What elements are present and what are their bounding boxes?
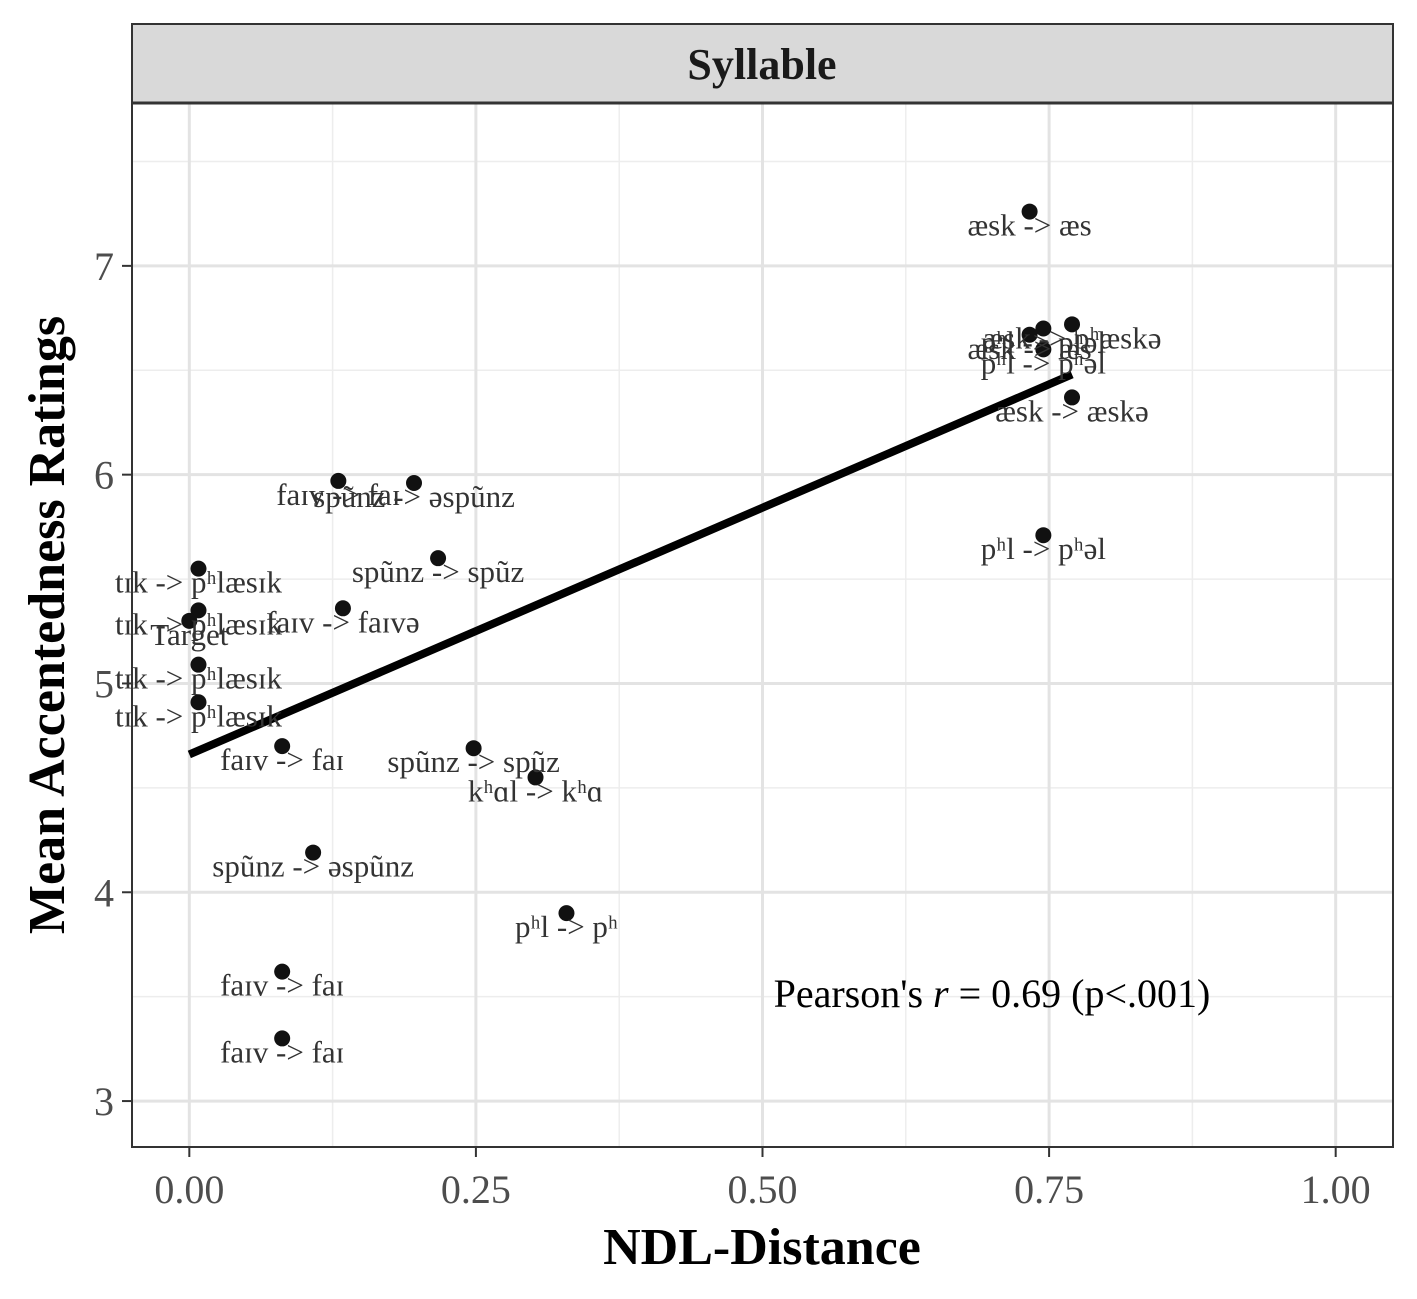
point-label: pʰl -> pʰ — [515, 909, 618, 944]
point-label: æsk -> æskə — [995, 393, 1149, 428]
x-axis-ticks: 0.00 0.25 0.50 0.75 1.00 — [154, 1147, 1371, 1212]
point-label: spũnz -> spũz — [352, 554, 524, 589]
point-label: pʰl -> pʰəl — [981, 325, 1106, 360]
point-label: faɪv -> faɪ — [220, 742, 344, 777]
x-tick-label: 1.00 — [1301, 1167, 1371, 1212]
regression-line-layer — [187, 370, 1074, 759]
data-point — [430, 550, 447, 567]
data-point — [330, 472, 347, 489]
x-tick-label: 0.25 — [441, 1167, 511, 1212]
y-tick-label: 4 — [94, 870, 114, 915]
x-tick-label: 0.50 — [728, 1167, 798, 1212]
facet-title: Syllable — [687, 40, 836, 89]
data-point — [1035, 527, 1052, 544]
point-label: Target — [150, 617, 229, 652]
y-tick-label: 3 — [94, 1079, 114, 1124]
data-point — [527, 769, 544, 786]
point-label: faɪv -> faɪ — [220, 1034, 344, 1069]
point-label: pʰl -> pʰəl — [981, 531, 1106, 566]
data-point — [1035, 320, 1052, 337]
data-point — [1021, 326, 1038, 343]
point-label: faɪv -> faɪ — [220, 968, 344, 1003]
point-label: æsk -> æs — [967, 208, 1091, 243]
point-label: æsk -> pʰæskə — [983, 320, 1162, 355]
point-label: tɪk -> pʰlæsɪk — [115, 661, 282, 696]
annotation-r-symbol: r — [933, 971, 949, 1016]
y-axis-ticks: 3 4 5 6 7 — [94, 244, 132, 1124]
data-point — [1064, 389, 1081, 406]
data-point — [465, 740, 482, 757]
data-point — [305, 844, 322, 861]
data-point — [274, 738, 291, 755]
correlation-annotation: Pearson's r = 0.69 (p<.001) — [774, 971, 1211, 1016]
point-label: faɪv -> faɪ — [276, 477, 400, 512]
regression-line — [187, 370, 1074, 759]
data-point — [334, 600, 351, 617]
data-point — [190, 694, 207, 711]
y-tick-label: 6 — [94, 453, 114, 498]
point-label: kʰɑl -> kʰɑ — [468, 773, 603, 808]
data-point — [181, 612, 198, 629]
point-label: tɪk -> pʰlæsɪk — [115, 606, 282, 641]
point-label: spũnz -> əspũnz — [212, 849, 414, 884]
data-point — [274, 1030, 291, 1047]
y-tick-label: 7 — [94, 244, 114, 289]
data-point — [274, 963, 291, 980]
x-axis-title: NDL-Distance — [603, 1219, 921, 1276]
data-point — [1064, 316, 1081, 333]
data-point — [406, 475, 423, 492]
data-point — [1035, 341, 1052, 358]
facet-strip — [131, 23, 1394, 104]
point-label: æsk -> æs — [967, 331, 1091, 366]
data-point — [190, 560, 207, 577]
point-label: tɪk -> pʰlæsɪk — [115, 698, 282, 733]
y-tick-label: 5 — [94, 661, 114, 706]
data-point — [558, 905, 575, 922]
point-label: spũnz -> əspũnz — [313, 479, 515, 514]
point-label: tɪk -> pʰlæsɪk — [115, 565, 282, 600]
point-label: pʰl -> pʰəl — [981, 345, 1106, 380]
points-layer — [181, 203, 1081, 1047]
data-point — [1021, 203, 1038, 220]
y-axis-title: Mean Accentedness Ratings — [19, 316, 76, 934]
point-label: spũnz -> spũz — [387, 744, 559, 779]
annotation-suffix: = 0.69 (p<.001) — [949, 971, 1211, 1016]
data-point — [190, 602, 207, 619]
point-label: faɪv -> faɪvə — [266, 604, 419, 639]
data-point — [190, 656, 207, 673]
x-tick-label: 0.00 — [154, 1167, 224, 1212]
annotation-prefix: Pearson's — [774, 971, 933, 1016]
x-tick-label: 0.75 — [1014, 1167, 1084, 1212]
